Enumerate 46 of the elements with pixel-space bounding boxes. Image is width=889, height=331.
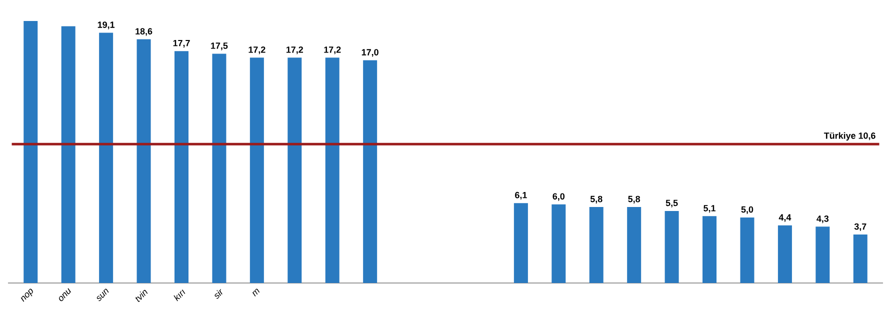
data-label: 18,6 xyxy=(136,28,152,36)
data-label: 17,5 xyxy=(211,42,228,50)
bar xyxy=(816,226,830,283)
x-tick-label: onu xyxy=(59,288,71,302)
x-tick-label: m xyxy=(252,288,260,297)
bar xyxy=(363,60,378,283)
x-tick-label: nop xyxy=(20,288,33,302)
data-label: 4,4 xyxy=(778,214,792,222)
x-tick-label: sun xyxy=(96,288,109,302)
data-label: 19,1 xyxy=(98,22,115,30)
data-label: 17,0 xyxy=(362,49,378,57)
data-label: 3,7 xyxy=(854,223,866,232)
data-label: 17,2 xyxy=(324,46,341,54)
bar xyxy=(250,58,264,283)
bar xyxy=(627,207,642,283)
bar xyxy=(778,225,792,283)
data-label: 5,8 xyxy=(628,196,640,204)
data-label: 17,7 xyxy=(173,40,190,48)
data-label: 17,2 xyxy=(286,46,304,54)
x-tick-label: kırı xyxy=(174,290,186,302)
ref-line-label: Türkiye 10,6 xyxy=(824,132,876,141)
data-label: 6,0 xyxy=(552,193,565,201)
data-label: 5,8 xyxy=(590,196,602,204)
data-label: 5,0 xyxy=(741,206,754,214)
data-label: 6,1 xyxy=(515,192,527,200)
bar xyxy=(552,204,566,283)
bar xyxy=(589,207,604,283)
bar xyxy=(288,58,302,283)
bar xyxy=(664,210,679,283)
bar xyxy=(174,51,188,283)
bar xyxy=(212,54,226,283)
bar xyxy=(325,58,340,283)
data-label: 17,2 xyxy=(248,46,266,54)
x-tick-label: sir xyxy=(214,288,222,299)
bar xyxy=(99,32,114,283)
bar xyxy=(702,216,717,283)
bar xyxy=(24,20,38,283)
data-label: 4,3 xyxy=(816,215,829,224)
bar xyxy=(740,217,754,283)
data-label: 5,5 xyxy=(666,200,678,208)
bar xyxy=(136,39,151,283)
bar xyxy=(853,234,868,283)
x-tick-label: tvin xyxy=(136,290,148,302)
data-label: 5,1 xyxy=(704,205,716,213)
bar xyxy=(514,203,528,283)
bar xyxy=(61,26,76,283)
